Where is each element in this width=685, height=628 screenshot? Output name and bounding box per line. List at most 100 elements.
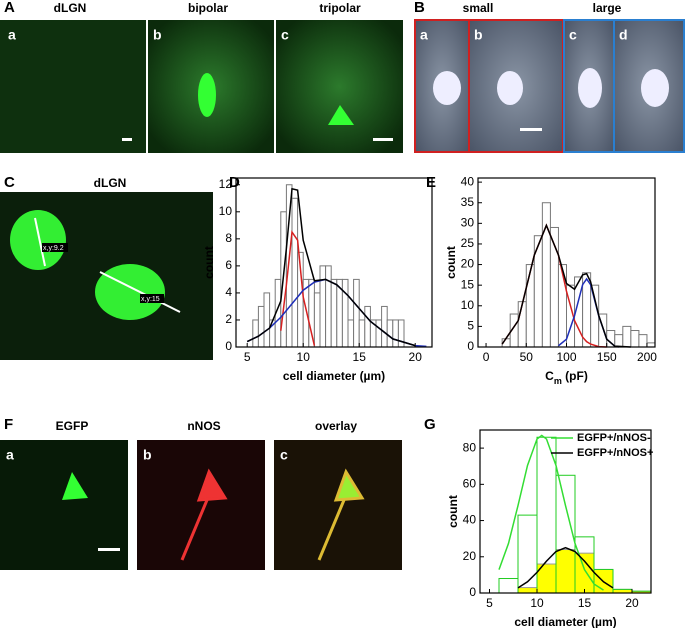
panel-title: small [463, 1, 494, 15]
subpanel-label: a [6, 447, 14, 463]
subpanel-label: a [8, 27, 16, 43]
histogram-bar [263, 292, 271, 348]
y-tick-label: 60 [463, 477, 477, 491]
histogram-bar [381, 305, 388, 348]
y-tick-label: 4 [225, 285, 232, 299]
histogram-bar [325, 265, 332, 348]
x-axis-label-sub: m [554, 376, 562, 386]
subpanel-label: b [143, 447, 152, 463]
x-tick-label: 15 [353, 350, 367, 364]
annotation-bg [140, 294, 164, 303]
y-tick-label: 10 [219, 204, 233, 218]
x-tick-label: 20 [409, 350, 423, 364]
cell [62, 472, 88, 500]
y-tick-label: 2 [225, 312, 232, 326]
histogram-bar [341, 278, 349, 348]
y-tick-label: 0 [469, 585, 476, 599]
plot-frame [235, 177, 433, 348]
panel-label: A [4, 0, 15, 16]
x-tick-label: 20 [625, 596, 639, 610]
panel-title: dLGN [54, 1, 87, 15]
histogram-bar [386, 319, 394, 348]
y-tick-label: 6 [225, 258, 232, 272]
x-axis-label-part: (pF) [562, 369, 588, 383]
histogram-bar [614, 334, 624, 348]
histogram-bar [392, 319, 399, 348]
x-tick-label: 15 [578, 596, 592, 610]
panel-label: D [229, 174, 240, 191]
x-tick-label: 150 [597, 350, 617, 364]
panel-label: B [414, 0, 425, 16]
y-tick-label: 20 [463, 549, 477, 563]
annotation: x,y:9.2 [43, 245, 64, 252]
subpanel-label: d [619, 27, 628, 43]
measure-line [99, 271, 181, 313]
fit-curve [517, 546, 614, 589]
panel-label: C [4, 174, 15, 191]
panel-title: overlay [315, 419, 357, 433]
cell [95, 264, 165, 320]
y-tick-label: 0 [467, 339, 474, 353]
image [276, 20, 403, 153]
panel-title: EGFP [56, 419, 89, 433]
histogram-bar [638, 334, 648, 348]
x-tick-label: 5 [486, 596, 493, 610]
histogram-bar [555, 549, 576, 594]
histogram-bar [375, 319, 383, 348]
y-tick-label: 12 [219, 177, 233, 191]
fit-curve [280, 229, 316, 346]
subpanel-label: b [153, 27, 162, 43]
panel-label: E [426, 174, 436, 191]
cell [198, 73, 216, 117]
y-axis-label: count [444, 246, 458, 279]
panel-label: F [4, 416, 13, 433]
x-tick-label: 200 [637, 350, 657, 364]
y-tick-label: 20 [461, 257, 475, 271]
image [137, 440, 265, 570]
panel-title: tripolar [319, 1, 361, 15]
cell [497, 71, 523, 105]
histogram-bar [313, 292, 321, 348]
y-tick-label: 25 [461, 236, 475, 250]
cell [578, 68, 602, 108]
y-tick-label: 15 [461, 277, 475, 291]
y-tick-label: 40 [463, 513, 477, 527]
histogram-bar [285, 184, 293, 348]
histogram-bar [319, 265, 327, 348]
panel-title: nNOS [187, 419, 220, 433]
panel-title: bipolar [188, 1, 228, 15]
histogram-bar [397, 319, 405, 348]
histogram-bar [574, 552, 595, 594]
cell [433, 71, 461, 105]
histogram-bar [622, 325, 632, 348]
x-axis-label-part: C [545, 369, 554, 383]
histogram-bar [308, 278, 315, 348]
x-tick-label: 10 [530, 596, 544, 610]
x-tick-label: 0 [483, 350, 490, 364]
histogram-bar [364, 305, 371, 348]
fit-curve [501, 223, 631, 348]
histogram-bar [646, 342, 656, 348]
x-axis-label: cell diameter (µm) [514, 615, 616, 628]
subpanel-label: c [569, 27, 577, 43]
histogram-bar [291, 197, 299, 348]
scale-bar [122, 138, 132, 141]
plot-frame [479, 429, 652, 594]
scale-bar [373, 138, 393, 141]
fit-curve [246, 187, 416, 347]
subpanel-label: c [280, 447, 288, 463]
cell [328, 105, 354, 125]
annotation-bg [42, 243, 68, 252]
subpanel-label: a [420, 27, 428, 43]
cell [641, 69, 669, 107]
y-tick-label: 5 [467, 319, 474, 333]
histogram-bar [358, 319, 366, 348]
cell [317, 468, 365, 561]
legend-label: EGFP+/nNOS+ [577, 447, 653, 459]
image [0, 20, 146, 153]
histogram-bar [498, 578, 519, 594]
y-tick-label: 30 [461, 216, 475, 230]
histogram-bar [252, 319, 259, 348]
cell [180, 468, 228, 561]
histogram-bar [517, 301, 527, 348]
